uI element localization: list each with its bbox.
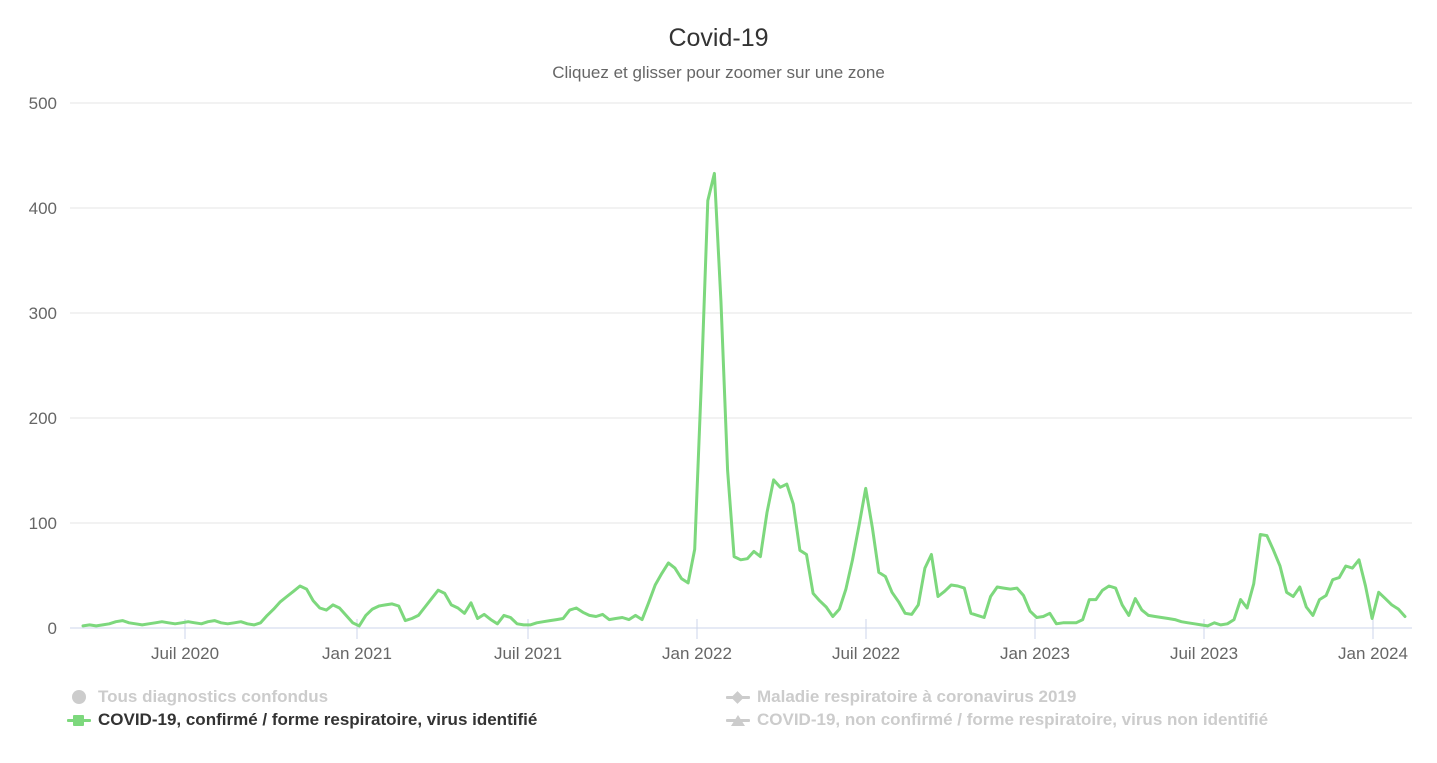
y-axis-label: 500 xyxy=(29,94,57,113)
x-axis-label: Jan 2021 xyxy=(322,644,392,663)
legend-item-label: Maladie respiratoire à coronavirus 2019 xyxy=(757,686,1077,706)
plot-area-zoom-region[interactable] xyxy=(70,103,1412,628)
legend-right-column: Maladie respiratoire à coronavirus 2019 … xyxy=(725,685,1268,731)
legend-item-label: COVID-19, confirmé / forme respiratoire,… xyxy=(98,709,538,729)
x-axis-label: Jan 2024 xyxy=(1338,644,1408,663)
legend-item-maladie-respiratoire[interactable]: Maladie respiratoire à coronavirus 2019 xyxy=(725,685,1268,708)
y-axis-label: 0 xyxy=(48,619,57,638)
x-axis-label: Juil 2021 xyxy=(494,644,562,663)
circle-marker-icon xyxy=(66,689,92,705)
series-line-covid-confirme xyxy=(81,171,1407,628)
diamond-marker-icon xyxy=(725,689,751,705)
square-marker-icon xyxy=(66,712,92,728)
x-axis-label: Juil 2020 xyxy=(151,644,219,663)
y-axis-label: 400 xyxy=(29,199,57,218)
x-axis-label: Jan 2022 xyxy=(662,644,732,663)
triangle-marker-icon xyxy=(725,712,751,728)
y-axis-label: 300 xyxy=(29,304,57,323)
legend-item-label: COVID-19, non confirmé / forme respirato… xyxy=(757,709,1269,729)
legend-item-covid-non-confirme[interactable]: COVID-19, non confirmé / forme respirato… xyxy=(725,708,1268,731)
x-axis-label: Jan 2023 xyxy=(1000,644,1070,663)
x-axis-label: Juil 2022 xyxy=(832,644,900,663)
y-axis-label: 200 xyxy=(29,409,57,428)
legend-item-label: Tous diagnostics confondus xyxy=(98,686,329,706)
x-axis-label: Juil 2023 xyxy=(1170,644,1238,663)
y-axis-label: 100 xyxy=(29,514,57,533)
legend-item-covid-confirme[interactable]: COVID-19, confirmé / forme respiratoire,… xyxy=(66,708,537,731)
page-title: Covid-19 xyxy=(668,24,769,52)
legend-left-column: Tous diagnostics confondus COVID-19, con… xyxy=(66,685,537,731)
page-subtitle: Cliquez et glisser pour zoomer sur une z… xyxy=(552,63,885,82)
legend-item-tous-diagnostics[interactable]: Tous diagnostics confondus xyxy=(66,685,537,708)
